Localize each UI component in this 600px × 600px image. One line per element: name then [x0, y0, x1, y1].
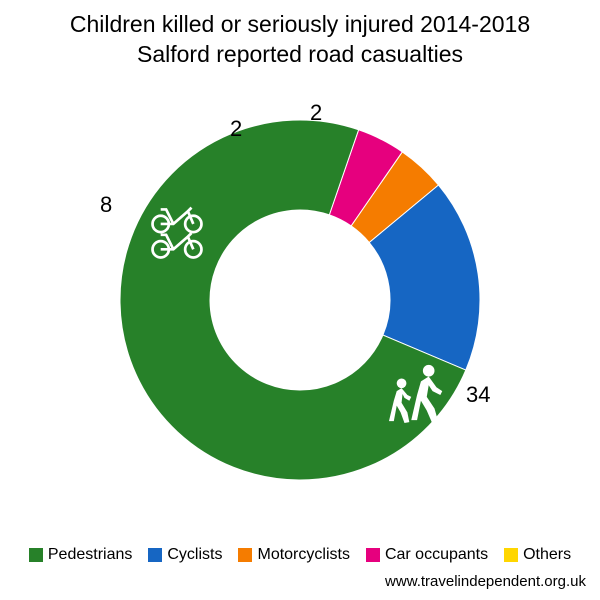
- legend-item: Others: [504, 546, 571, 564]
- chart-legend: Pedestrians Cyclists Motorcyclists Car occu…: [0, 546, 600, 564]
- legend-label: Motorcyclists: [257, 546, 349, 564]
- legend-label: Cyclists: [167, 546, 222, 564]
- legend-swatch: [29, 548, 43, 562]
- value-label: 2: [310, 100, 322, 126]
- source-link: www.travelindependent.org.uk: [385, 573, 586, 590]
- title-line-2: Salford reported road casualties: [137, 41, 463, 67]
- legend-label: Car occupants: [385, 546, 488, 564]
- value-label: 34: [466, 382, 490, 408]
- chart-title: Children killed or seriously injured 201…: [0, 10, 600, 70]
- donut-chart: [100, 100, 500, 500]
- legend-swatch: [238, 548, 252, 562]
- value-label: 2: [230, 116, 242, 142]
- legend-item: Motorcyclists: [238, 546, 349, 564]
- chart-container: { "titles": { "line1": "Children killed …: [0, 0, 600, 600]
- legend-label: Others: [523, 546, 571, 564]
- legend-swatch: [504, 548, 518, 562]
- legend-swatch: [148, 548, 162, 562]
- title-line-1: Children killed or seriously injured 201…: [70, 11, 530, 37]
- legend-item: Cyclists: [148, 546, 222, 564]
- legend-label: Pedestrians: [48, 546, 133, 564]
- value-label: 8: [100, 192, 112, 218]
- legend-item: Pedestrians: [29, 546, 133, 564]
- legend-item: Car occupants: [366, 546, 488, 564]
- legend-swatch: [366, 548, 380, 562]
